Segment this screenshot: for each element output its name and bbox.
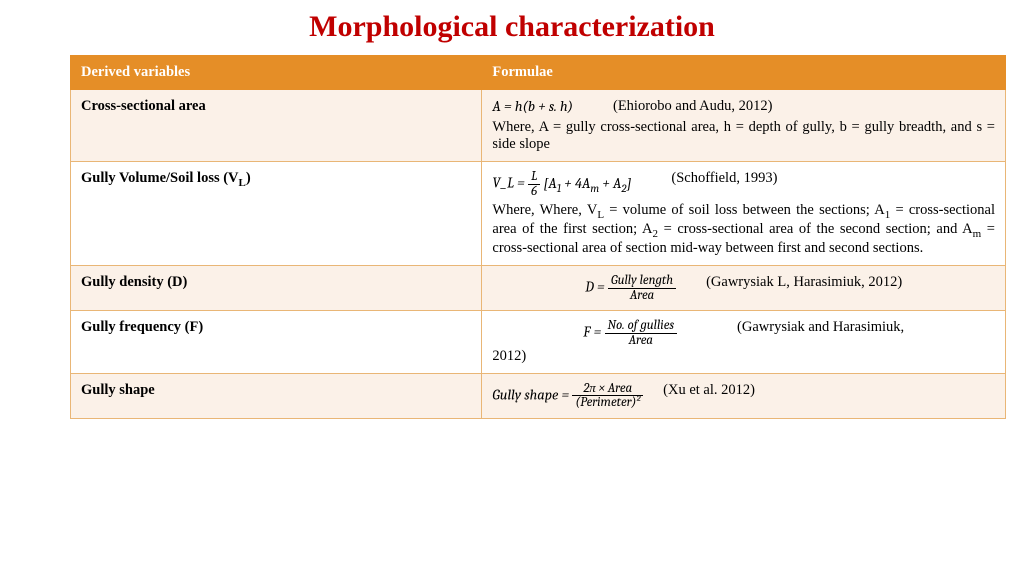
cell-formula: A = h(b + s. h) (Ehiorobo and Audu, 2012… [482, 90, 1006, 162]
cell-formula: D = Gully lengthArea (Gawrysiak L, Haras… [482, 266, 1006, 311]
reference-year: 2012) [492, 348, 995, 365]
frac-numer: Gully length [608, 274, 676, 289]
reference-text: (Gawrysiak L, Harasimiuk, 2012) [706, 274, 902, 302]
table-header-row: Derived variables Formulae [71, 56, 1006, 90]
frac-denom: 6 [528, 185, 540, 199]
formula-lhs: D = [585, 279, 608, 296]
table-row: Gully shape Gully shape = 2π × Area(Peri… [71, 373, 1006, 418]
decor-stripe-white [0, 0, 28, 576]
var-tail: ) [246, 170, 251, 186]
reference-text: (Schoffield, 1993) [671, 170, 777, 198]
frac-denom: Area [608, 289, 676, 303]
frac-denom: (Perimeter)² [572, 396, 643, 410]
th-formulae: Formulae [482, 56, 1006, 90]
cell-formula: V_L = L6 [A1 + 4Am + A2] (Schoffield, 19… [482, 162, 1006, 266]
slide: Morphological characterization Derived v… [0, 0, 1024, 576]
decor-stripe-grey [0, 0, 17, 576]
fraction: No. of gulliesArea [605, 319, 678, 347]
formula-text: D = Gully lengthArea [585, 274, 676, 302]
cell-formula: Gully shape = 2π × Area(Perimeter)² (Xu … [482, 373, 1006, 418]
formula-lhs: F = [583, 324, 604, 341]
var-label: Gully Volume/Soil loss (V [81, 170, 239, 186]
formula-description: Where, Where, VL = volume of soil loss b… [492, 202, 995, 257]
table-row: Gully Volume/Soil loss (VL) V_L = L6 [A1… [71, 162, 1006, 266]
formula-description: Where, A = gully cross-sectional area, h… [492, 119, 995, 153]
formula-table: Derived variables Formulae Cross-section… [70, 55, 1006, 419]
fraction: L6 [528, 170, 540, 198]
var-gully-density: Gully density (D) [71, 266, 482, 311]
reference-text: (Xu et al. 2012) [663, 382, 755, 410]
var-sub: L [239, 177, 246, 189]
slide-title: Morphological characterization [0, 10, 1024, 44]
th-variables: Derived variables [71, 56, 482, 90]
formula-text: F = No. of gulliesArea [583, 319, 677, 347]
frac-numer: L [528, 170, 540, 185]
table-row: Gully frequency (F) F = No. of gulliesAr… [71, 311, 1006, 373]
table-row: Gully density (D) D = Gully lengthArea (… [71, 266, 1006, 311]
reference-text: (Gawrysiak and Harasimiuk, [737, 319, 904, 347]
frac-numer: 2π × Area [572, 382, 643, 397]
formula-lhs: Gully shape = [492, 386, 572, 403]
cell-formula: F = No. of gulliesArea (Gawrysiak and Ha… [482, 311, 1006, 373]
formula-text: V_L = L6 [A1 + 4Am + A2] [492, 170, 631, 198]
formula-text: A = h(b + s. h) [492, 98, 573, 115]
var-gully-frequency: Gully frequency (F) [71, 311, 482, 373]
fraction: Gully lengthArea [608, 274, 676, 302]
formula-bracket: [A1 + 4Am + A2] [543, 175, 631, 192]
var-gully-volume: Gully Volume/Soil loss (VL) [71, 162, 482, 266]
table-row: Cross-sectional area A = h(b + s. h) (Eh… [71, 90, 1006, 162]
var-gully-shape: Gully shape [71, 373, 482, 418]
reference-text: (Ehiorobo and Audu, 2012) [613, 98, 772, 115]
fraction: 2π × Area(Perimeter)² [572, 382, 643, 410]
formula-lhs: V_L = [492, 175, 528, 192]
formula-text: Gully shape = 2π × Area(Perimeter)² [492, 382, 643, 410]
frac-denom: Area [605, 334, 678, 348]
frac-numer: No. of gullies [605, 319, 678, 334]
var-cross-sectional-area: Cross-sectional area [71, 90, 482, 162]
